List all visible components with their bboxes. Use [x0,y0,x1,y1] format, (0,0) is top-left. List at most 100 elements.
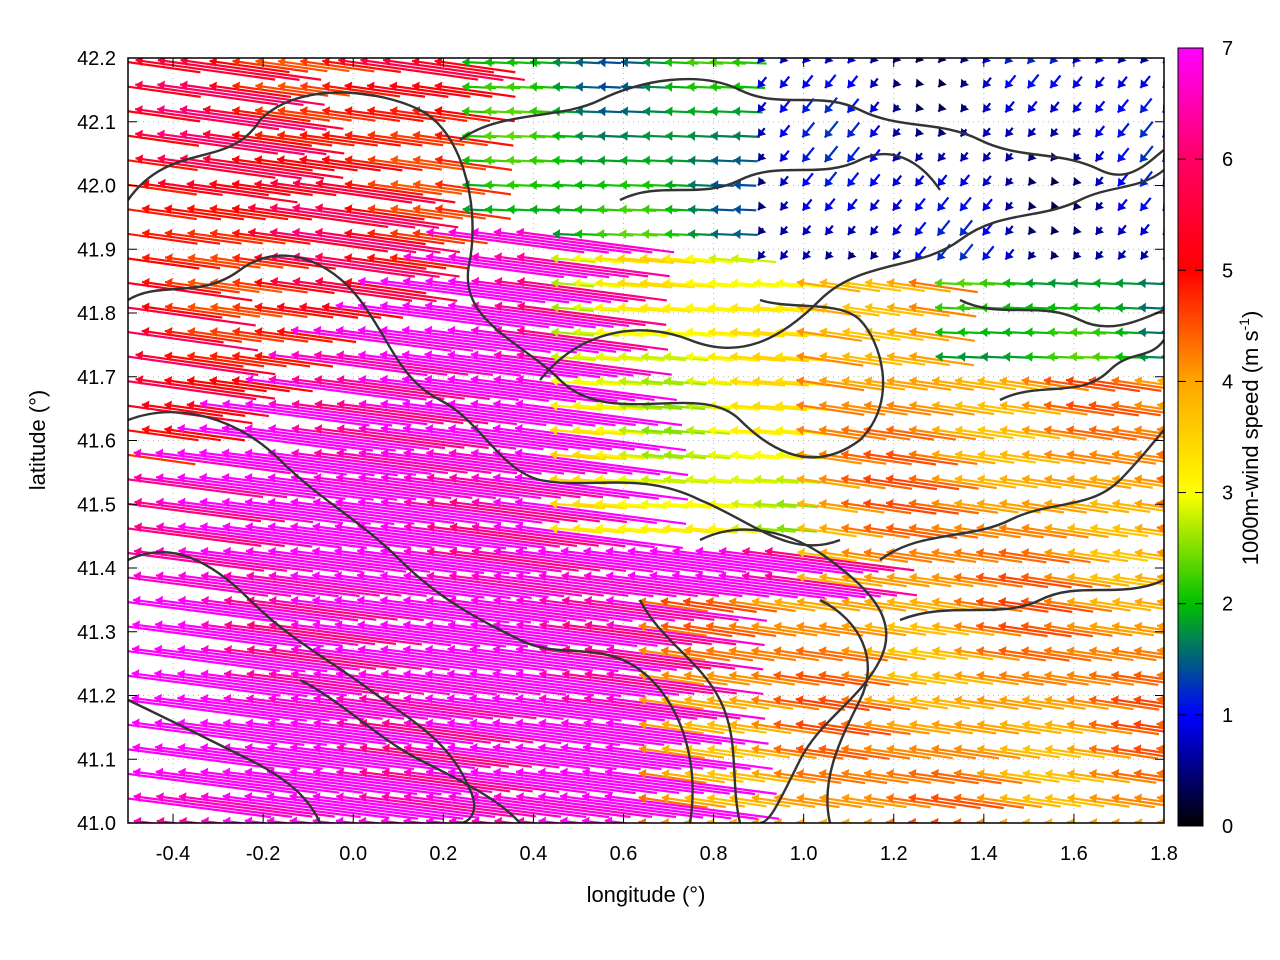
wind-vector-shaft [640,502,689,509]
wind-vector-head [957,278,965,289]
wind-vector-head [471,325,479,336]
wind-vector-head [1027,103,1037,113]
wind-vector-head [841,449,849,460]
wind-vector-shaft [1044,747,1105,759]
wind-vector-head [180,154,188,165]
wind-vector-head [1022,769,1031,779]
wind-vector-head [710,106,718,117]
wind-vector-shaft [595,526,646,534]
wind-vector-head [1156,793,1164,804]
wind-vector-shaft [977,379,1039,391]
wind-vector-head [773,768,782,779]
wind-vector-head [232,81,241,92]
wind-vector-shaft [976,796,1043,809]
wind-vector-head [999,695,1008,706]
terrain-contour [699,528,888,823]
wind-vector-head [1089,499,1098,509]
wind-vector-shaft [908,477,979,490]
wind-vector-head [664,450,672,461]
wind-vector-head [797,548,805,559]
wind-vector-shaft [231,378,313,393]
wind-vector-head [1021,498,1030,509]
wind-vector-head [448,620,456,631]
wind-vector-head [954,744,962,755]
wind-vector-shaft [595,453,646,460]
wind-vector-shaft [1066,722,1133,735]
wind-vector-head [1095,128,1104,137]
wind-vector-head [381,473,389,484]
wind-vector-shaft [224,647,377,670]
wind-vector-head [597,204,605,215]
wind-vector-head [819,351,828,362]
wind-vector-head [575,180,583,191]
wind-vector-head [1044,818,1053,823]
wind-vector-shaft [706,649,775,662]
wind-vector-head [976,670,985,681]
wind-vector-shaft [344,133,423,147]
wind-vector-head [314,424,323,435]
wind-vector-shaft [841,379,906,391]
wind-vector-head [983,152,992,162]
wind-vector-head [1156,719,1164,730]
wind-vector-shaft [908,771,979,785]
wind-vector-head [289,791,298,802]
wind-vector-head [1028,225,1037,235]
wind-vector-head [780,103,789,113]
wind-vector-shaft [841,673,909,686]
wind-vector-head [469,718,478,729]
wind-vector-head [336,350,345,361]
wind-vector-head [708,376,716,387]
wind-vector-head [1111,719,1119,730]
wind-vector-head [470,399,479,410]
wind-vector-head [573,253,581,264]
wind-vector-head [773,695,782,706]
wind-vector-head [244,497,253,508]
y-axis-label: latitude (°) [25,390,50,491]
wind-vector-head [892,177,902,186]
wind-vector-head [427,497,435,508]
wind-vector-head [315,276,324,287]
wind-vector-head [960,152,969,162]
wind-vector-head [493,767,501,778]
wind-vector-shaft [887,624,947,636]
wind-vector-head [892,250,902,260]
wind-vector-head [402,325,410,336]
wind-vector-head [221,448,230,459]
wind-vector-head [819,327,828,338]
wind-vector-head [268,423,277,434]
wind-vector-head [915,152,924,162]
wind-vector-head [1095,152,1104,162]
wind-vector-shaft [1133,747,1164,754]
wind-vector-head [796,425,805,436]
wind-vector-shaft [128,551,265,572]
wind-vector-shaft [231,207,312,221]
wind-vector-shaft [403,476,562,499]
wind-vector-head [312,620,321,631]
wind-vector-head [573,376,581,387]
wind-vector-head [267,718,276,729]
wind-vector-head [493,546,502,557]
wind-vector-shaft [773,747,844,760]
wind-vector-head [583,546,592,557]
wind-vector-shaft [186,378,267,393]
wind-vector-shaft [731,256,777,264]
wind-vector-head [551,253,559,264]
wind-vector-shaft [1134,501,1164,509]
wind-vector-head [953,597,962,607]
wind-vector-head [1069,351,1078,362]
wind-vector-head [133,816,142,823]
wind-vector-head [232,327,241,337]
wind-vector-shaft [539,623,693,646]
wind-vector-shaft [277,329,357,344]
wind-vector-head [313,718,322,729]
wind-vector-head [595,499,603,510]
wind-vector-shaft [1067,796,1130,808]
wind-vector-shaft [573,379,622,387]
wind-vector-head [1111,646,1120,657]
wind-vector-head [254,179,262,190]
terrain-contour [128,254,841,547]
wind-vector-head [1050,128,1059,137]
wind-vector-shaft [908,280,978,294]
wind-vector-head [367,253,375,264]
wind-vector-head [357,595,365,606]
